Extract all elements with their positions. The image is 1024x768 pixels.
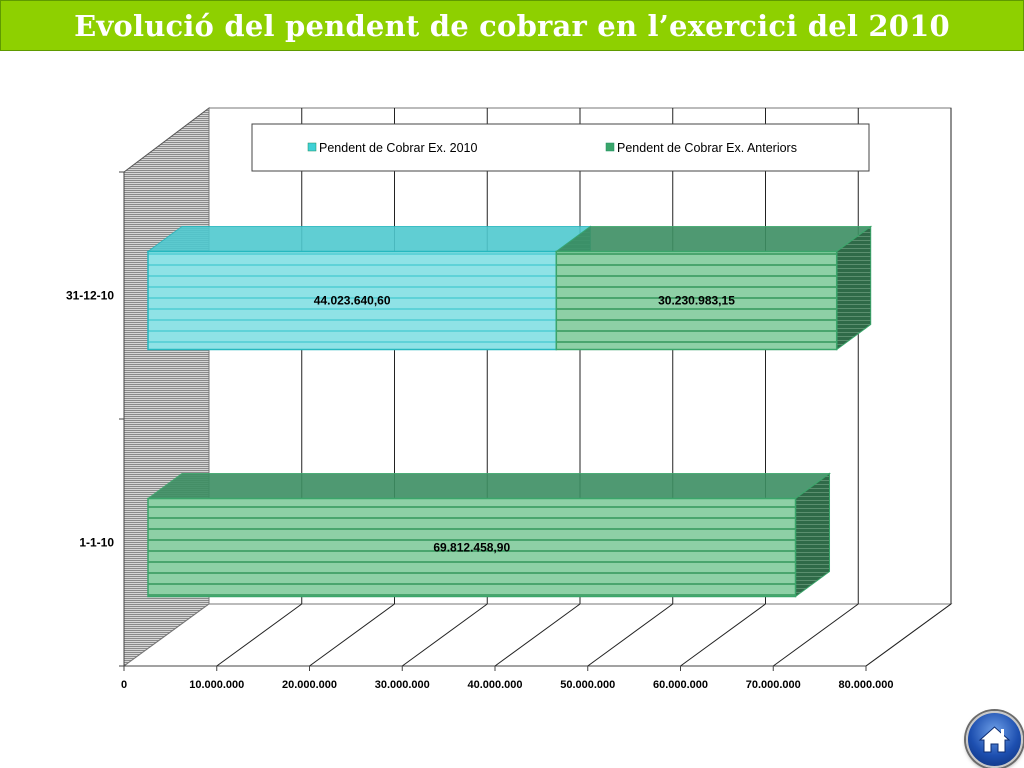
y-category-label: 1-1-10 <box>79 536 114 550</box>
legend-swatch <box>605 142 615 152</box>
bar-top-face <box>146 473 832 499</box>
x-tick-label: 80.000.000 <box>838 679 893 691</box>
gridline-floor <box>772 603 859 667</box>
bar-top-face <box>554 226 873 252</box>
legend-entry: Pendent de Cobrar Ex. Anteriors <box>617 141 797 155</box>
x-tick-label: 60.000.000 <box>653 679 708 691</box>
page-title: Evolució del pendent de cobrar en l’exer… <box>74 8 950 43</box>
gridline-floor <box>865 603 952 667</box>
chart-tick-labels: 0 10.000.000 20.000.000 30.000.000 40.000.00… <box>66 289 894 692</box>
x-tick-label: 20.000.000 <box>282 679 337 691</box>
gridline-floor <box>494 603 581 667</box>
legend-entry: Pendent de Cobrar Ex. 2010 <box>319 141 477 155</box>
data-label: 69.812.458,90 <box>433 541 510 555</box>
bar-top-face <box>146 226 592 252</box>
x-tick-label: 30.000.000 <box>375 679 430 691</box>
gridline-floor <box>680 603 766 667</box>
home-icon <box>978 726 1011 753</box>
data-label: 44.023.640,60 <box>314 294 391 308</box>
gridline-floor <box>309 603 395 667</box>
title-bar: Evolució del pendent de cobrar en l’exer… <box>0 0 1024 51</box>
legend-box <box>251 123 870 172</box>
gridline-floor <box>587 603 674 667</box>
x-tick-label: 70.000.000 <box>746 679 801 691</box>
gridline-floor <box>401 603 488 667</box>
x-tick-label: 10.000.000 <box>189 679 244 691</box>
bar <box>147 250 558 351</box>
bar <box>555 250 838 351</box>
x-tick-label: 40.000.000 <box>467 679 522 691</box>
chart-gridlines <box>119 108 952 671</box>
data-label: 30.230.983,15 <box>658 294 735 308</box>
chart-legend: Pendent de Cobrar Ex. 2010 Pendent de Cob… <box>251 123 870 172</box>
bar <box>147 497 797 598</box>
y-category-label: 31-12-10 <box>66 289 114 303</box>
home-button[interactable] <box>966 711 1023 768</box>
x-tick-label: 50.000.000 <box>560 679 615 691</box>
chart-bars: 44.023.640,60 30.230.983,15 69.812.458,90 <box>146 225 873 598</box>
gridline-floor <box>216 603 303 667</box>
x-tick-label: 0 <box>121 679 127 691</box>
legend-swatch <box>307 142 317 152</box>
